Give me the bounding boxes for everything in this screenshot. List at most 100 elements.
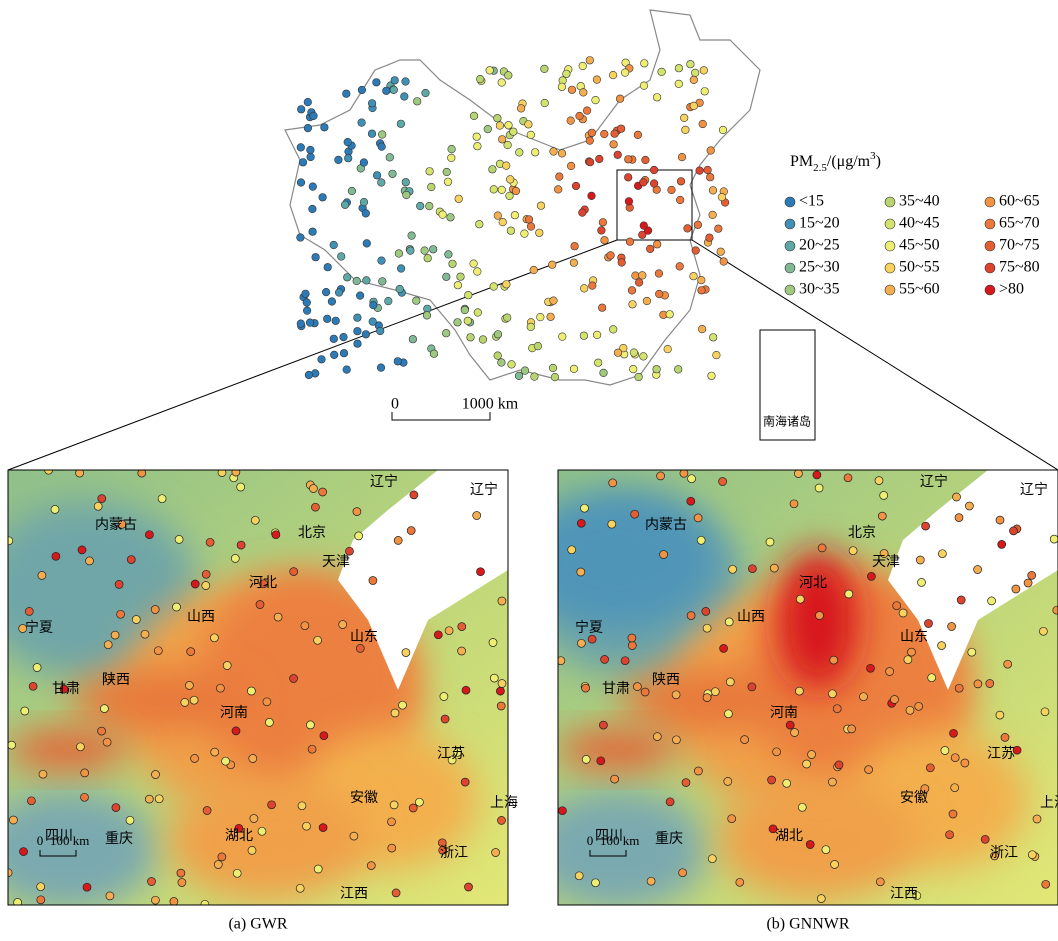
- station-dot: [402, 649, 410, 657]
- station-dot: [1041, 708, 1049, 716]
- station-dot: [844, 474, 852, 482]
- station-dot: [330, 335, 338, 343]
- station-dot: [20, 848, 28, 856]
- station-dot: [886, 668, 894, 676]
- station-dot: [413, 98, 421, 106]
- station-dot: [630, 349, 638, 357]
- station-dot: [476, 75, 484, 83]
- station-dot: [581, 504, 589, 512]
- station-dot: [643, 297, 651, 305]
- station-dot: [625, 198, 633, 206]
- station-dot: [358, 119, 366, 127]
- station-dot: [272, 531, 280, 539]
- station-dot: [78, 546, 86, 554]
- station-dot: [609, 71, 617, 79]
- station-dot: [369, 318, 377, 326]
- station-dot: [597, 757, 605, 765]
- station-dot: [946, 831, 954, 839]
- station-dot: [806, 841, 814, 849]
- station-dot: [1004, 660, 1012, 668]
- station-dot: [479, 336, 487, 344]
- station-dot: [816, 612, 824, 620]
- station-dot: [474, 142, 482, 150]
- station-dot: [678, 153, 686, 161]
- station-dot: [674, 366, 682, 374]
- station-dot: [700, 67, 708, 75]
- province-label: 河北: [249, 575, 277, 591]
- station-dot: [250, 815, 258, 823]
- station-dot: [614, 349, 622, 357]
- station-dot: [443, 168, 451, 176]
- station-dot: [368, 100, 376, 108]
- station-dot: [534, 342, 542, 350]
- station-dot: [559, 333, 567, 341]
- station-dot: [178, 879, 186, 887]
- station-dot: [527, 131, 535, 139]
- station-dot: [344, 154, 352, 162]
- station-dot: [640, 222, 648, 230]
- station-dot: [37, 883, 45, 891]
- province-label: 江苏: [437, 746, 465, 762]
- station-dot: [343, 274, 351, 282]
- station-dot: [600, 369, 608, 377]
- station-dot: [729, 565, 737, 573]
- station-dot: [306, 319, 314, 327]
- station-dot: [640, 82, 648, 90]
- station-dot: [494, 114, 502, 122]
- station-dot: [741, 736, 749, 744]
- station-dot: [711, 688, 719, 696]
- station-dot: [354, 314, 362, 322]
- station-dot: [457, 273, 465, 281]
- station-dot: [396, 285, 404, 293]
- station-dot: [974, 566, 982, 574]
- legend-swatch: [785, 197, 795, 207]
- station-dot: [631, 510, 639, 518]
- station-dot: [407, 247, 415, 255]
- station-dot: [570, 259, 578, 267]
- station-dot: [773, 748, 781, 756]
- station-dot: [893, 602, 901, 610]
- station-dot: [599, 721, 607, 729]
- station-dot: [98, 495, 106, 503]
- station-dot: [610, 141, 618, 149]
- province-label: 湖北: [775, 828, 803, 844]
- station-dot: [536, 229, 544, 237]
- province-label: 上海: [490, 795, 518, 811]
- station-dot: [822, 846, 830, 854]
- station-dot: [996, 711, 1004, 719]
- station-dot: [672, 691, 680, 699]
- station-dot: [416, 202, 424, 210]
- legend-label: 75~80: [999, 259, 1040, 276]
- station-dot: [628, 634, 636, 642]
- station-dot: [344, 138, 352, 146]
- station-dot: [527, 323, 535, 331]
- station-dot: [508, 361, 516, 369]
- station-dot: [309, 485, 317, 493]
- station-dot: [318, 356, 326, 364]
- station-dot: [655, 290, 663, 298]
- station-dot: [216, 684, 224, 692]
- station-dot: [303, 822, 311, 830]
- station-dot: [304, 124, 312, 132]
- station-dot: [100, 705, 108, 713]
- legend-label: 25~30: [799, 259, 840, 276]
- station-dot: [429, 246, 437, 254]
- station-dot: [378, 143, 386, 151]
- station-dot: [635, 373, 643, 381]
- station-dot: [9, 816, 17, 824]
- legend-label: 30~35: [799, 281, 840, 298]
- station-dot: [305, 371, 313, 379]
- station-dot: [653, 241, 661, 249]
- station-dot: [968, 648, 976, 656]
- station-dot: [728, 815, 736, 823]
- station-dot: [494, 352, 502, 360]
- station-dot: [891, 696, 899, 704]
- station-dot: [237, 541, 245, 549]
- station-dot: [390, 86, 398, 94]
- station-dot: [175, 535, 183, 543]
- station-dot: [577, 568, 585, 576]
- legend-swatch: [985, 241, 995, 251]
- station-dot: [770, 564, 778, 572]
- station-dot: [33, 664, 41, 672]
- station-dot: [698, 276, 706, 284]
